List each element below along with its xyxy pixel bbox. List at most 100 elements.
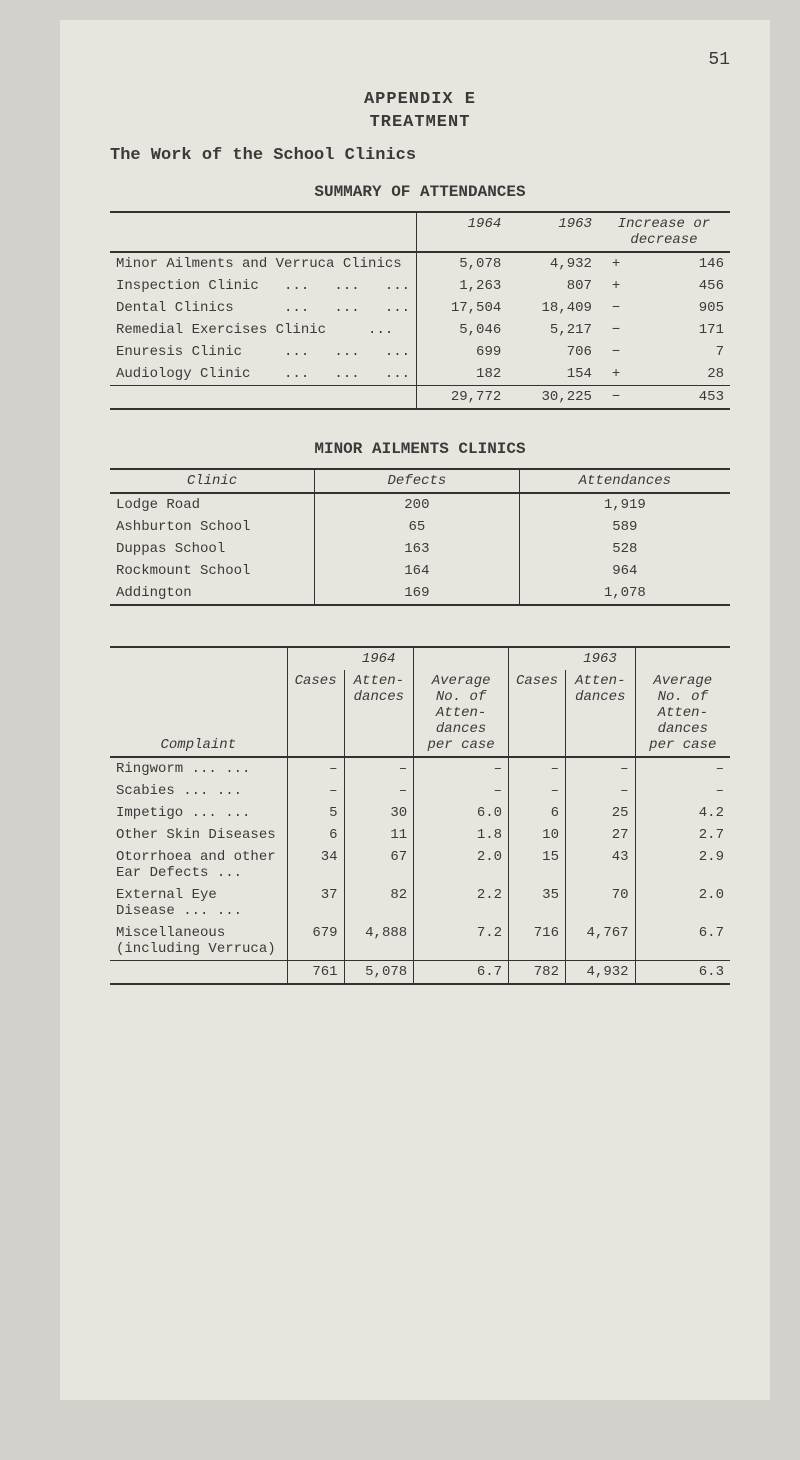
complaint-total-v2: 6.3 xyxy=(635,961,730,985)
summary-d: 28 xyxy=(634,363,730,386)
treatment-title: TREATMENT xyxy=(110,113,730,132)
complaint-a1: 82 xyxy=(344,884,414,922)
summary-v1: 699 xyxy=(417,341,508,363)
minor-clinic: Ashburton School xyxy=(110,516,315,538)
complaint-v1: – xyxy=(414,757,509,780)
minor-clinic: Duppas School xyxy=(110,538,315,560)
minor-defects: 164 xyxy=(315,560,520,582)
appendix-title: APPENDIX E xyxy=(110,90,730,109)
minor-defects: 65 xyxy=(315,516,520,538)
table-row: Audiology Clinic ... ... ...182154+28 xyxy=(110,363,730,386)
document-page: 51 APPENDIX E TREATMENT The Work of the … xyxy=(60,20,770,1400)
complaint-label: External Eye Disease ... ... xyxy=(110,884,287,922)
complaint-c1: 679 xyxy=(287,922,344,961)
complaint-c1: 5 xyxy=(287,802,344,824)
summary-total-d: 453 xyxy=(634,386,730,410)
minor-table: Clinic Defects Attendances Lodge Road200… xyxy=(110,468,730,606)
complaint-label: Other Skin Diseases xyxy=(110,824,287,846)
complaint-hdr-cases-2: Cases xyxy=(509,670,566,757)
minor-hdr-attend: Attendances xyxy=(519,469,730,493)
complaint-label: Otorrhoea and other Ear Defects ... xyxy=(110,846,287,884)
complaint-c2: 6 xyxy=(509,802,566,824)
summary-total-sign: − xyxy=(598,386,634,410)
summary-v2: 706 xyxy=(507,341,598,363)
minor-attend: 1,919 xyxy=(519,493,730,516)
complaint-a1: 67 xyxy=(344,846,414,884)
complaint-total-v1: 6.7 xyxy=(414,961,509,985)
complaint-a1: – xyxy=(344,757,414,780)
work-title: The Work of the School Clinics xyxy=(110,146,730,165)
table-row: Scabies ... ...–––––– xyxy=(110,780,730,802)
table-row: Inspection Clinic ... ... ...1,263807+45… xyxy=(110,275,730,297)
minor-attend: 589 xyxy=(519,516,730,538)
summary-label: Audiology Clinic ... ... ... xyxy=(110,363,417,386)
minor-hdr-clinic: Clinic xyxy=(110,469,315,493)
summary-v2: 5,217 xyxy=(507,319,598,341)
minor-defects: 169 xyxy=(315,582,520,605)
complaint-a2: 4,767 xyxy=(565,922,635,961)
complaint-v1: 1.8 xyxy=(414,824,509,846)
summary-sign: + xyxy=(598,275,634,297)
minor-clinic: Lodge Road xyxy=(110,493,315,516)
complaint-c1: 6 xyxy=(287,824,344,846)
complaint-a2: 25 xyxy=(565,802,635,824)
complaint-v1: 2.2 xyxy=(414,884,509,922)
complaint-a2: – xyxy=(565,757,635,780)
summary-total-v2: 30,225 xyxy=(507,386,598,410)
summary-v2: 4,932 xyxy=(507,252,598,275)
table-row: Remedial Exercises Clinic ...5,0465,217−… xyxy=(110,319,730,341)
complaint-c1: 37 xyxy=(287,884,344,922)
complaint-c2: – xyxy=(509,780,566,802)
minor-attend: 1,078 xyxy=(519,582,730,605)
summary-v1: 182 xyxy=(417,363,508,386)
complaint-v1: 6.0 xyxy=(414,802,509,824)
complaint-c1: – xyxy=(287,780,344,802)
complaint-v1: 7.2 xyxy=(414,922,509,961)
table-row: Miscellaneous (including Verruca)6794,88… xyxy=(110,922,730,961)
summary-v1: 1,263 xyxy=(417,275,508,297)
summary-label: Inspection Clinic ... ... ... xyxy=(110,275,417,297)
summary-v1: 5,046 xyxy=(417,319,508,341)
minor-attend: 964 xyxy=(519,560,730,582)
table-row: External Eye Disease ... ...37822.235702… xyxy=(110,884,730,922)
complaint-total-a2: 4,932 xyxy=(565,961,635,985)
complaint-v1: – xyxy=(414,780,509,802)
table-row: Enuresis Clinic ... ... ...699706−7 xyxy=(110,341,730,363)
table-row: Addington1691,078 xyxy=(110,582,730,605)
complaint-a2: – xyxy=(565,780,635,802)
summary-hdr-inc: Increase or decrease xyxy=(598,212,730,252)
summary-d: 7 xyxy=(634,341,730,363)
summary-v2: 18,409 xyxy=(507,297,598,319)
table-row: Other Skin Diseases6111.810272.7 xyxy=(110,824,730,846)
complaint-v1: 2.0 xyxy=(414,846,509,884)
table-row: Otorrhoea and other Ear Defects ...34672… xyxy=(110,846,730,884)
complaint-v2: – xyxy=(635,780,730,802)
complaint-hdr-1963: 1963 xyxy=(565,647,635,670)
summary-hdr-1964: 1964 xyxy=(417,212,508,252)
complaint-a1: 4,888 xyxy=(344,922,414,961)
complaint-c2: 35 xyxy=(509,884,566,922)
summary-v2: 807 xyxy=(507,275,598,297)
table-row: Duppas School163528 xyxy=(110,538,730,560)
summary-label: Minor Ailments and Verruca Clinics xyxy=(110,252,417,275)
summary-label: Remedial Exercises Clinic ... xyxy=(110,319,417,341)
minor-hdr-defects: Defects xyxy=(315,469,520,493)
complaint-c1: 34 xyxy=(287,846,344,884)
complaint-hdr-cases-1: Cases xyxy=(287,670,344,757)
minor-defects: 200 xyxy=(315,493,520,516)
table-row: Dental Clinics ... ... ...17,50418,409−9… xyxy=(110,297,730,319)
summary-sign: + xyxy=(598,252,634,275)
table-row: Impetigo ... ...5306.06254.2 xyxy=(110,802,730,824)
complaint-a1: 30 xyxy=(344,802,414,824)
complaint-a1: – xyxy=(344,780,414,802)
table-row: Lodge Road2001,919 xyxy=(110,493,730,516)
complaint-c2: 15 xyxy=(509,846,566,884)
complaint-v2: 2.7 xyxy=(635,824,730,846)
complaint-label: Ringworm ... ... xyxy=(110,757,287,780)
summary-d: 905 xyxy=(634,297,730,319)
complaint-c2: 10 xyxy=(509,824,566,846)
complaint-a2: 43 xyxy=(565,846,635,884)
summary-sign: + xyxy=(598,363,634,386)
complaint-total-c2: 782 xyxy=(509,961,566,985)
complaint-a2: 70 xyxy=(565,884,635,922)
